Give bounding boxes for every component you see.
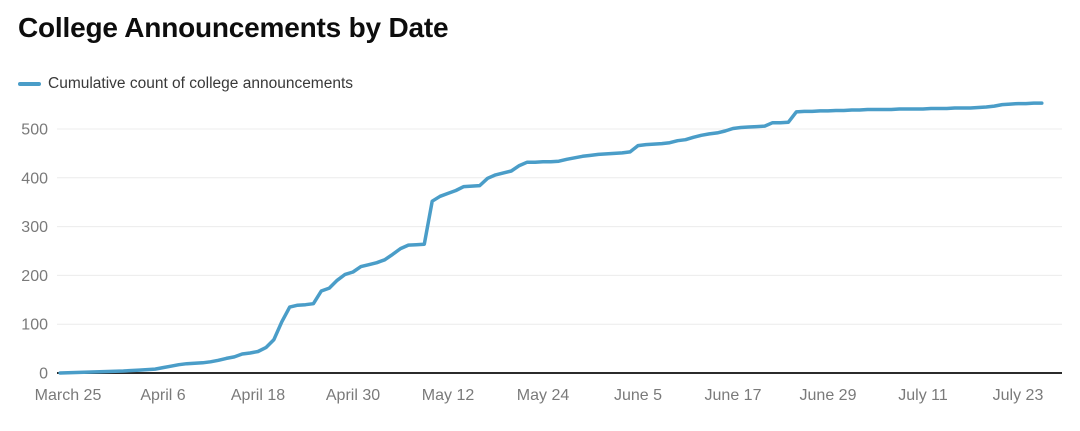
cumulative-count-line bbox=[58, 101, 1044, 375]
x-tick-label: April 6 bbox=[140, 387, 185, 404]
legend-label: Cumulative count of college announcement… bbox=[48, 75, 354, 92]
y-tick-label: 100 bbox=[21, 317, 48, 334]
y-tick-label: 400 bbox=[21, 170, 48, 187]
x-tick-label: July 11 bbox=[898, 387, 948, 404]
y-tick-label: 500 bbox=[21, 122, 48, 139]
y-tick-label: 0 bbox=[39, 366, 48, 383]
x-tick-label: July 23 bbox=[993, 387, 1044, 404]
legend: Cumulative count of college announcement… bbox=[18, 75, 353, 93]
x-tick-label: May 12 bbox=[422, 387, 475, 404]
x-tick-label: June 29 bbox=[800, 387, 857, 404]
x-tick-label: April 30 bbox=[326, 387, 380, 404]
x-tick-label: May 24 bbox=[517, 387, 570, 404]
y-tick-label: 300 bbox=[21, 219, 48, 236]
x-tick-label: March 25 bbox=[35, 387, 102, 404]
y-tick-label: 200 bbox=[21, 268, 48, 285]
chart-title: College Announcements by Date bbox=[18, 12, 449, 43]
x-tick-label: June 5 bbox=[614, 387, 662, 404]
x-tick-label: April 18 bbox=[231, 387, 285, 404]
x-tick-label: June 17 bbox=[705, 387, 762, 404]
legend-line-swatch bbox=[18, 82, 41, 86]
